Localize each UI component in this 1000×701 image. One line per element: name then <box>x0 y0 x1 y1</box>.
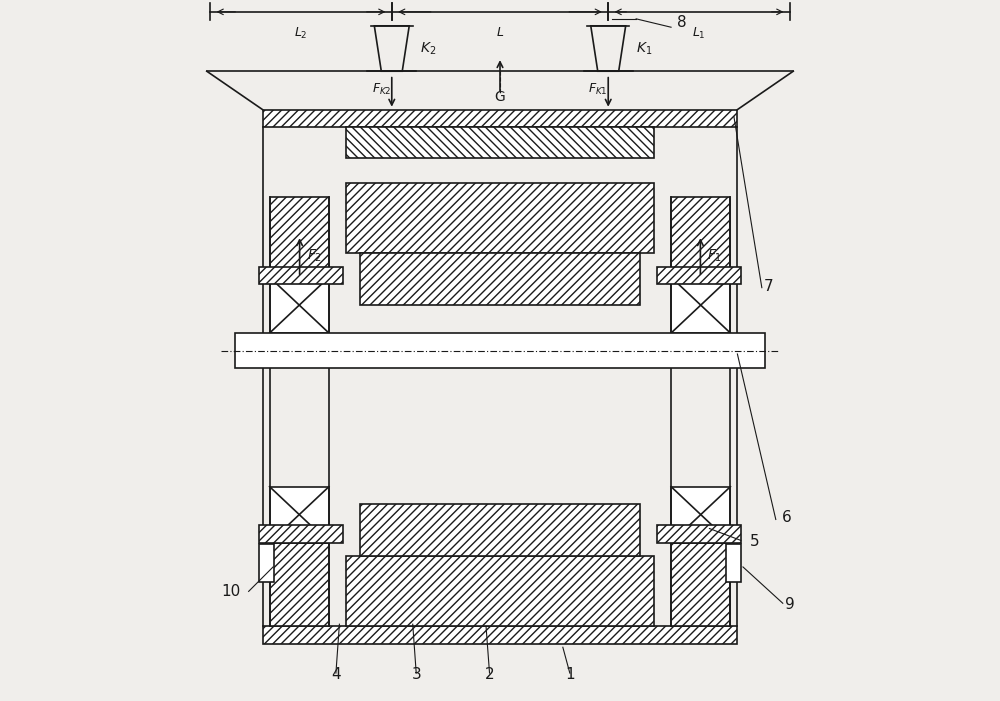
Bar <box>346 557 654 626</box>
Bar <box>263 109 737 127</box>
Bar <box>346 127 654 158</box>
Bar <box>270 543 329 626</box>
Bar <box>360 504 640 557</box>
Text: 7: 7 <box>764 279 774 294</box>
Text: $K_2$: $K_2$ <box>420 41 436 57</box>
Text: 8: 8 <box>677 15 686 30</box>
Bar <box>726 544 741 583</box>
Bar <box>259 544 274 583</box>
Text: G: G <box>495 90 505 104</box>
Bar <box>657 266 741 284</box>
Text: $F_{K2}$: $F_{K2}$ <box>372 82 391 97</box>
Bar <box>657 525 741 543</box>
Text: 10: 10 <box>222 584 241 599</box>
Bar <box>235 333 765 368</box>
Bar <box>671 197 730 277</box>
Bar <box>360 253 640 305</box>
Text: 6: 6 <box>781 510 791 524</box>
Text: $L_1$: $L_1$ <box>692 26 706 41</box>
Text: $L$: $L$ <box>496 26 504 39</box>
Bar <box>671 486 730 543</box>
Bar <box>263 626 737 644</box>
Text: $L_2$: $L_2$ <box>294 26 308 41</box>
Bar <box>259 525 343 543</box>
Text: $K_1$: $K_1$ <box>636 41 653 57</box>
Text: $F_{K1}$: $F_{K1}$ <box>588 82 608 97</box>
Bar <box>270 197 329 277</box>
Bar <box>270 277 329 333</box>
Text: 5: 5 <box>750 534 760 549</box>
Text: 2: 2 <box>485 667 494 681</box>
Text: 1: 1 <box>565 667 575 681</box>
Text: 9: 9 <box>785 597 795 612</box>
Text: $F_2$: $F_2$ <box>307 248 322 264</box>
Bar <box>259 266 343 284</box>
Bar <box>270 486 329 543</box>
Text: 3: 3 <box>411 667 421 681</box>
Text: 4: 4 <box>331 667 341 681</box>
Text: $F_1$: $F_1$ <box>707 248 723 264</box>
Bar <box>346 183 654 253</box>
Bar <box>671 277 730 333</box>
Bar <box>671 543 730 626</box>
